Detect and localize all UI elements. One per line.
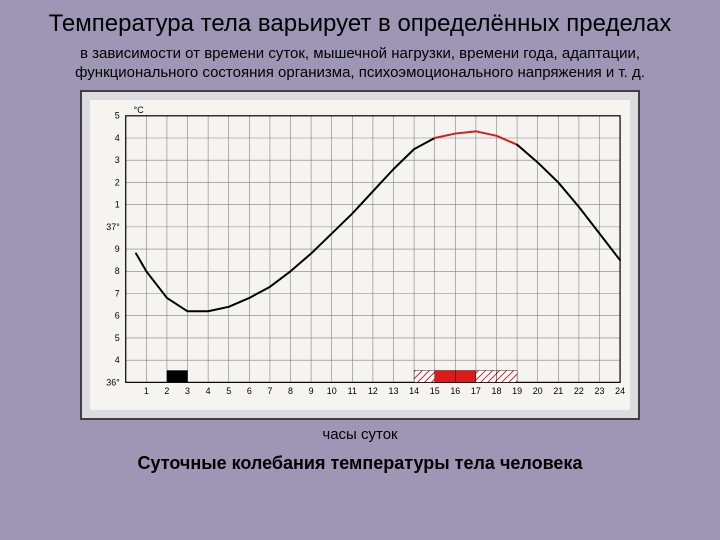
svg-text:11: 11 <box>348 387 357 397</box>
svg-text:6: 6 <box>115 311 120 321</box>
svg-text:8: 8 <box>115 267 120 277</box>
svg-text:7: 7 <box>267 387 272 397</box>
svg-text:4: 4 <box>115 355 120 365</box>
svg-text:37°: 37° <box>106 222 120 232</box>
svg-text:1: 1 <box>115 200 120 210</box>
svg-text:5: 5 <box>226 387 231 397</box>
svg-text:16: 16 <box>450 387 460 397</box>
svg-text:°C: °C <box>134 105 145 115</box>
svg-text:5: 5 <box>115 111 120 121</box>
svg-text:14: 14 <box>409 387 419 397</box>
svg-text:19: 19 <box>512 387 522 397</box>
svg-text:2: 2 <box>164 387 169 397</box>
page-title: Температура тела варьирует в определённы… <box>30 10 690 39</box>
chart-frame: °C5432137°98765436°123456789101112131415… <box>80 90 640 420</box>
svg-text:1: 1 <box>144 387 149 397</box>
svg-text:18: 18 <box>492 387 502 397</box>
svg-text:21: 21 <box>553 387 563 397</box>
x-axis-label: часы суток <box>30 426 690 443</box>
svg-text:4: 4 <box>115 133 120 143</box>
svg-text:17: 17 <box>471 387 481 397</box>
svg-text:4: 4 <box>206 387 211 397</box>
svg-text:3: 3 <box>185 387 190 397</box>
svg-text:7: 7 <box>115 289 120 299</box>
svg-text:24: 24 <box>615 387 625 397</box>
caption: Суточные колебания температуры тела чело… <box>30 453 690 474</box>
svg-text:13: 13 <box>389 387 399 397</box>
svg-text:10: 10 <box>327 387 337 397</box>
svg-text:36°: 36° <box>106 378 120 388</box>
subtitle: в зависимости от времени суток, мышечной… <box>30 45 690 83</box>
svg-text:9: 9 <box>115 244 120 254</box>
svg-text:8: 8 <box>288 387 293 397</box>
chart-plot: °C5432137°98765436°123456789101112131415… <box>90 100 630 410</box>
slide: Температура тела варьирует в определённы… <box>0 0 720 540</box>
svg-text:3: 3 <box>115 156 120 166</box>
svg-text:23: 23 <box>595 387 605 397</box>
svg-text:5: 5 <box>115 333 120 343</box>
svg-text:9: 9 <box>309 387 314 397</box>
svg-text:20: 20 <box>533 387 543 397</box>
svg-text:22: 22 <box>574 387 584 397</box>
svg-text:12: 12 <box>368 387 378 397</box>
svg-text:15: 15 <box>430 387 440 397</box>
chart-svg: °C5432137°98765436°123456789101112131415… <box>90 100 630 410</box>
svg-text:6: 6 <box>247 387 252 397</box>
svg-text:2: 2 <box>115 178 120 188</box>
